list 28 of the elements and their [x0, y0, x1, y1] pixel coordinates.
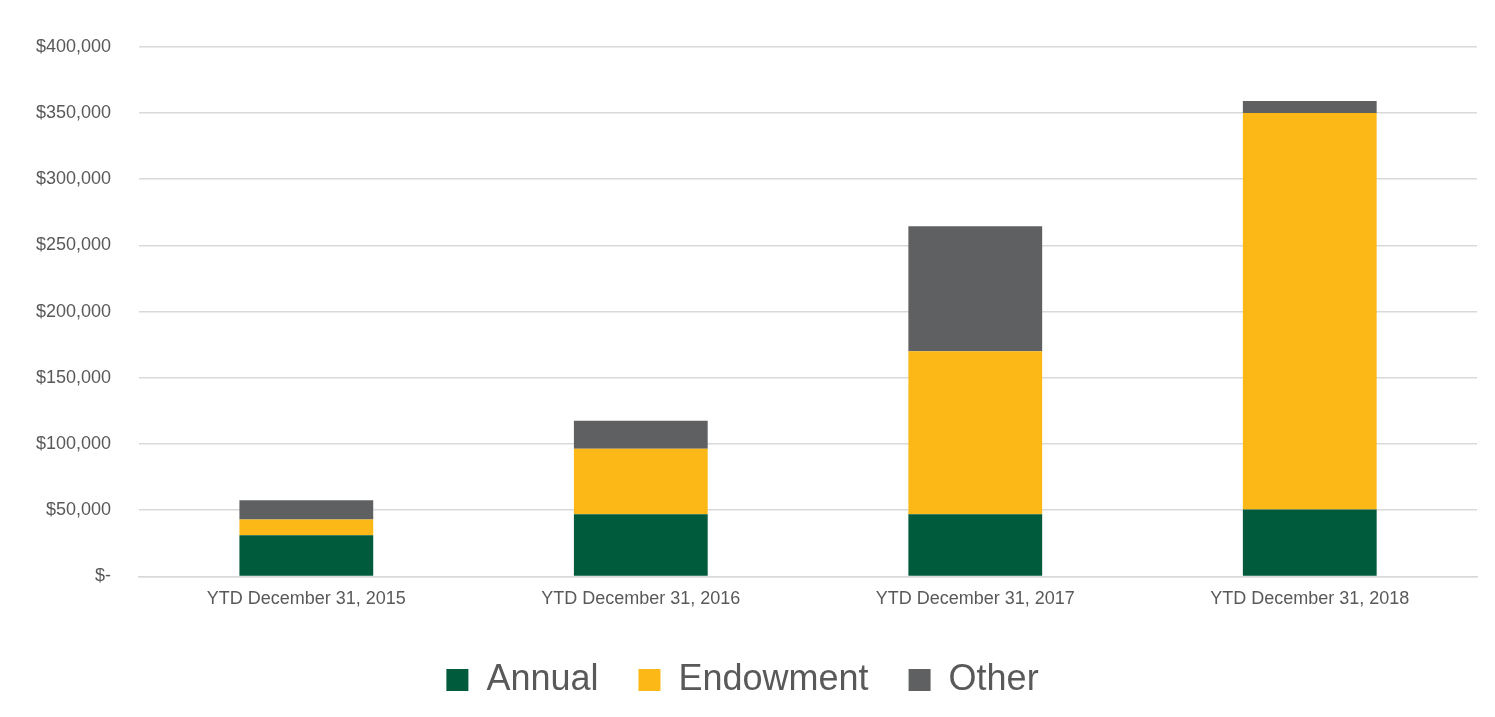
- legend-label: Endowment: [678, 656, 869, 698]
- y-tick-label: $350,000: [36, 101, 112, 122]
- bar: [908, 226, 1043, 352]
- y-tick-label: $300,000: [36, 168, 112, 189]
- y-tick-label: $400,000: [36, 35, 112, 56]
- legend-label: Annual: [486, 656, 599, 698]
- y-tick-label: $100,000: [36, 432, 112, 453]
- y-tick-label: $250,000: [36, 234, 112, 255]
- x-tick-label: YTD December 31, 2017: [875, 588, 1075, 609]
- bar: [908, 351, 1043, 515]
- bar: [573, 448, 708, 515]
- bar: [239, 500, 374, 520]
- x-tick-label: YTD December 31, 2015: [206, 588, 406, 609]
- bar: [1242, 113, 1377, 510]
- legend-label: Other: [948, 656, 1039, 698]
- bar: [1242, 101, 1377, 113]
- bar: [573, 420, 708, 449]
- y-tick-label: $50,000: [46, 499, 112, 520]
- bar: [1242, 509, 1377, 576]
- y-tick-label: $-: [95, 565, 112, 586]
- bar: [239, 535, 374, 576]
- bar: [573, 514, 708, 576]
- y-tick-label: $150,000: [36, 366, 112, 387]
- x-tick-label: YTD December 31, 2018: [1210, 588, 1410, 609]
- x-tick-label: YTD December 31, 2016: [541, 588, 741, 609]
- y-tick-label: $200,000: [36, 300, 112, 321]
- bar: [239, 519, 374, 536]
- bar: [908, 514, 1043, 576]
